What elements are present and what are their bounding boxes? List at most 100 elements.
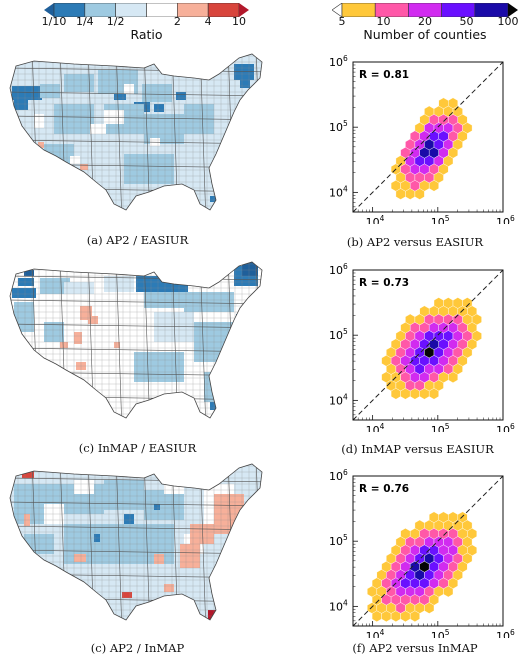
rc-tick-label: 2	[173, 15, 181, 28]
map-region	[74, 332, 82, 344]
counties-colorbar: 5 10 20 50 100 Number of counties	[332, 3, 519, 43]
x-tick-label: 105	[431, 214, 450, 224]
map-region	[12, 288, 36, 298]
map-region	[104, 276, 134, 292]
axes-frame	[352, 61, 504, 213]
hexbin-cell	[443, 585, 454, 598]
map-region	[80, 164, 88, 170]
map-region	[154, 104, 164, 112]
x-tick-label: 104	[366, 422, 385, 432]
map-region	[154, 504, 160, 510]
map-region	[236, 314, 246, 326]
hexbin-cell	[409, 610, 420, 623]
one-to-one-line	[352, 61, 504, 213]
map-region	[70, 156, 80, 164]
map-region	[164, 584, 174, 592]
state-line	[4, 212, 274, 216]
map-region	[176, 282, 188, 292]
state-line	[10, 67, 262, 73]
y-tick-label: 105	[329, 119, 348, 134]
map-region	[124, 154, 174, 184]
map-region	[104, 480, 144, 510]
cc-tick-label: 100	[497, 15, 519, 28]
cc-tick-label: 50	[459, 15, 474, 28]
axes-frame	[352, 475, 504, 627]
rc-tick-label: 1/4	[75, 15, 94, 28]
rc-tick-label: 4	[204, 15, 212, 28]
y-tick-label: 105	[329, 533, 348, 548]
correlation-annotation: R = 0.76	[359, 483, 409, 495]
map-region	[124, 84, 134, 94]
state-line	[10, 115, 262, 121]
hexbin-caption-d: (d) InMAP versus EASIUR	[341, 442, 494, 456]
map-region	[164, 474, 184, 494]
map-region	[122, 592, 132, 598]
ratio-colorbar-bar	[44, 3, 249, 17]
x-tick-label: 105	[431, 422, 450, 432]
map-region	[64, 74, 94, 92]
map-region	[134, 352, 184, 382]
x-tick-label: 106	[496, 628, 515, 638]
ratio-colorbar-title: Ratio	[130, 27, 163, 42]
y-tick-label: 106	[329, 54, 348, 69]
state-line	[10, 262, 11, 418]
x-tick-label: 104	[366, 214, 385, 224]
hexbin-inmap-vs-easiur: 104 104 105 105 106 106 R = 0.73	[329, 262, 515, 432]
x-tick-label: 106	[496, 214, 515, 224]
hexbin-cell	[448, 371, 459, 384]
state-line	[115, 464, 123, 620]
correlation-annotation: R = 0.81	[359, 69, 409, 81]
counties-colorbar-bar	[332, 3, 518, 17]
state-line	[4, 252, 274, 256]
map-region	[142, 84, 172, 102]
cc-tick-label: 10	[376, 15, 391, 28]
map-region	[74, 554, 86, 562]
ratio-colorbar-low-arrow	[44, 3, 54, 17]
map-region	[176, 92, 186, 100]
state-line	[10, 275, 262, 281]
ratio-colorbar: 1/10 1/4 1/2 2 4 10 Ratio	[42, 3, 249, 43]
rc-tick-label: 10	[232, 15, 246, 28]
state-line	[4, 622, 274, 626]
map-region	[38, 142, 44, 148]
map-region	[88, 316, 98, 324]
map-region	[144, 490, 184, 520]
state-line	[4, 44, 274, 48]
map-outline	[9, 53, 263, 211]
state-line	[10, 477, 262, 483]
y-tick-label: 104	[329, 598, 348, 613]
map-inmap-easiur	[4, 252, 274, 419]
hexbin-cell	[428, 180, 439, 192]
map-region	[44, 322, 64, 342]
map-region	[210, 196, 216, 202]
state-line	[10, 501, 262, 507]
map-region	[178, 476, 186, 484]
map-region	[240, 80, 250, 88]
rc-tick-label: 1/2	[106, 15, 125, 28]
hexbin-caption-b: (b) AP2 versus EASIUR	[346, 235, 484, 249]
map-outline	[9, 261, 263, 419]
map-outline	[9, 463, 263, 621]
rc-tick-label: 1/10	[41, 15, 67, 28]
map-region	[204, 372, 214, 402]
map-region	[234, 64, 254, 80]
x-tick-label: 104	[366, 628, 385, 638]
map-region	[114, 342, 120, 348]
state-line	[10, 91, 262, 97]
map-ap2-inmap	[4, 463, 274, 626]
map-region	[114, 94, 126, 100]
hexbin-cell	[414, 188, 425, 200]
map-region	[74, 480, 94, 494]
counties-colorbar-title: Number of counties	[363, 27, 487, 42]
map-caption-c2: (c) AP2 / InMAP	[90, 641, 185, 655]
y-tick-label: 104	[329, 392, 348, 407]
state-line	[10, 464, 11, 620]
one-to-one-line	[352, 475, 504, 627]
map-region	[12, 534, 18, 542]
map-region	[190, 524, 214, 544]
x-tick-label: 105	[431, 628, 450, 638]
map-region	[22, 470, 34, 478]
y-tick-label: 105	[329, 327, 348, 342]
y-tick-label: 104	[329, 184, 348, 199]
hexbin-cell	[424, 602, 435, 614]
